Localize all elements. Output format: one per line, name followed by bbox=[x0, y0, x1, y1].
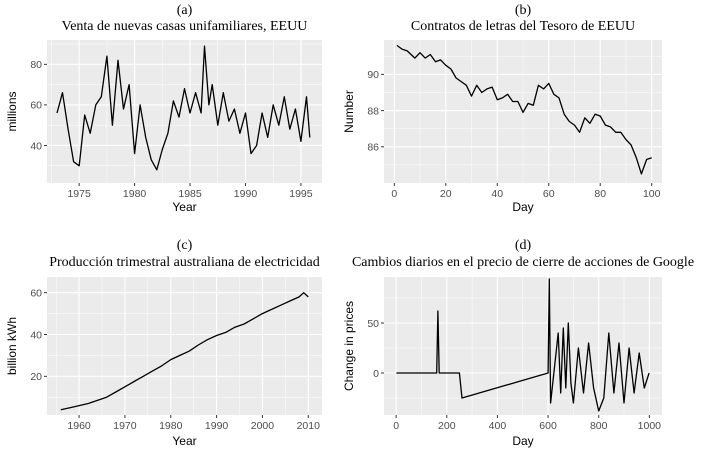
x-axis-title: Year bbox=[172, 200, 196, 214]
chart-title: Contratos de letras del Tesoro de EEUU bbox=[411, 19, 635, 34]
x-tick-label: 0 bbox=[393, 420, 399, 432]
panel-b: 0 20 40 60 80 100 86 88 90 (b)Contratos de letras… bbox=[342, 3, 662, 214]
series-line-qauselec bbox=[60, 292, 309, 411]
y-tick-label: 88 bbox=[367, 105, 379, 117]
x-axis-title: Day bbox=[512, 200, 533, 214]
panel-a: 1975 1980 1985 1990 1995 40 60 80 (a)Venta de nu… bbox=[5, 3, 322, 214]
x-tick-label: 1980 bbox=[123, 188, 147, 200]
x-tick-label: 20 bbox=[440, 188, 452, 200]
panel-letter: (d) bbox=[515, 238, 532, 253]
y-tick-label: 20 bbox=[30, 371, 42, 383]
plot-background bbox=[47, 277, 322, 415]
chart-title: Cambios diarios en el precio de cierre d… bbox=[352, 255, 694, 270]
plot-background bbox=[47, 40, 322, 183]
x-tick-label: 400 bbox=[489, 420, 507, 432]
plot-background bbox=[384, 277, 662, 415]
chart-title: Producción trimestral australiana de ele… bbox=[49, 255, 320, 270]
y-tick-label: 40 bbox=[30, 140, 42, 152]
y-axis-title: Change in prices bbox=[342, 301, 356, 391]
x-tick-label: 1990 bbox=[205, 420, 229, 432]
x-tick-label: 100 bbox=[643, 188, 661, 200]
x-tick-label: 200 bbox=[438, 420, 456, 432]
y-tick-label: 90 bbox=[367, 69, 379, 81]
x-tick-label: 1000 bbox=[638, 420, 662, 432]
x-tick-label: 1960 bbox=[67, 420, 91, 432]
series-line-diff-goog- bbox=[396, 278, 650, 412]
x-tick-label: 1980 bbox=[159, 420, 183, 432]
chart-title: Venta de nuevas casas unifamiliares, EEU… bbox=[62, 19, 308, 34]
y-axis-title: billion kWh bbox=[5, 317, 19, 375]
panel-letter: (b) bbox=[515, 3, 532, 18]
x-axis-title: Day bbox=[512, 434, 533, 448]
x-tick-label: 40 bbox=[491, 188, 503, 200]
series-line-hsales bbox=[56, 45, 311, 171]
x-axis-title: Year bbox=[172, 434, 196, 448]
y-tick-label: 60 bbox=[30, 287, 42, 299]
x-tick-label: 600 bbox=[539, 420, 557, 432]
x-tick-label: 2010 bbox=[297, 420, 321, 432]
y-axis-title: Number bbox=[342, 90, 356, 133]
x-tick-label: 1985 bbox=[178, 188, 202, 200]
x-tick-label: 0 bbox=[391, 188, 397, 200]
x-tick-label: 1975 bbox=[67, 188, 91, 200]
y-tick-label: 86 bbox=[367, 142, 379, 154]
x-tick-label: 1970 bbox=[113, 420, 137, 432]
x-tick-label: 60 bbox=[543, 188, 555, 200]
y-tick-label: 0 bbox=[373, 368, 379, 380]
panel-d: 0 200 400 600 800 1000 0 50 (d) Cambios diarios e… bbox=[342, 238, 694, 448]
y-tick-label: 50 bbox=[367, 318, 379, 330]
y-tick-label: 40 bbox=[30, 329, 42, 341]
series-line-ustreas bbox=[396, 44, 652, 175]
x-tick-label: 800 bbox=[590, 420, 608, 432]
x-tick-label: 80 bbox=[594, 188, 606, 200]
panel-c: 1960 1970 1980 1990 2000 2010 20 40 60 (c) Producc… bbox=[5, 238, 322, 448]
y-tick-label: 80 bbox=[30, 59, 42, 71]
panel-letter: (a) bbox=[177, 3, 193, 18]
x-tick-label: 2000 bbox=[251, 420, 275, 432]
y-axis-title: millions bbox=[5, 91, 19, 131]
x-tick-label: 1990 bbox=[234, 188, 258, 200]
y-tick-label: 60 bbox=[30, 100, 42, 112]
x-tick-label: 1995 bbox=[289, 188, 313, 200]
panel-letter: (c) bbox=[177, 238, 193, 253]
